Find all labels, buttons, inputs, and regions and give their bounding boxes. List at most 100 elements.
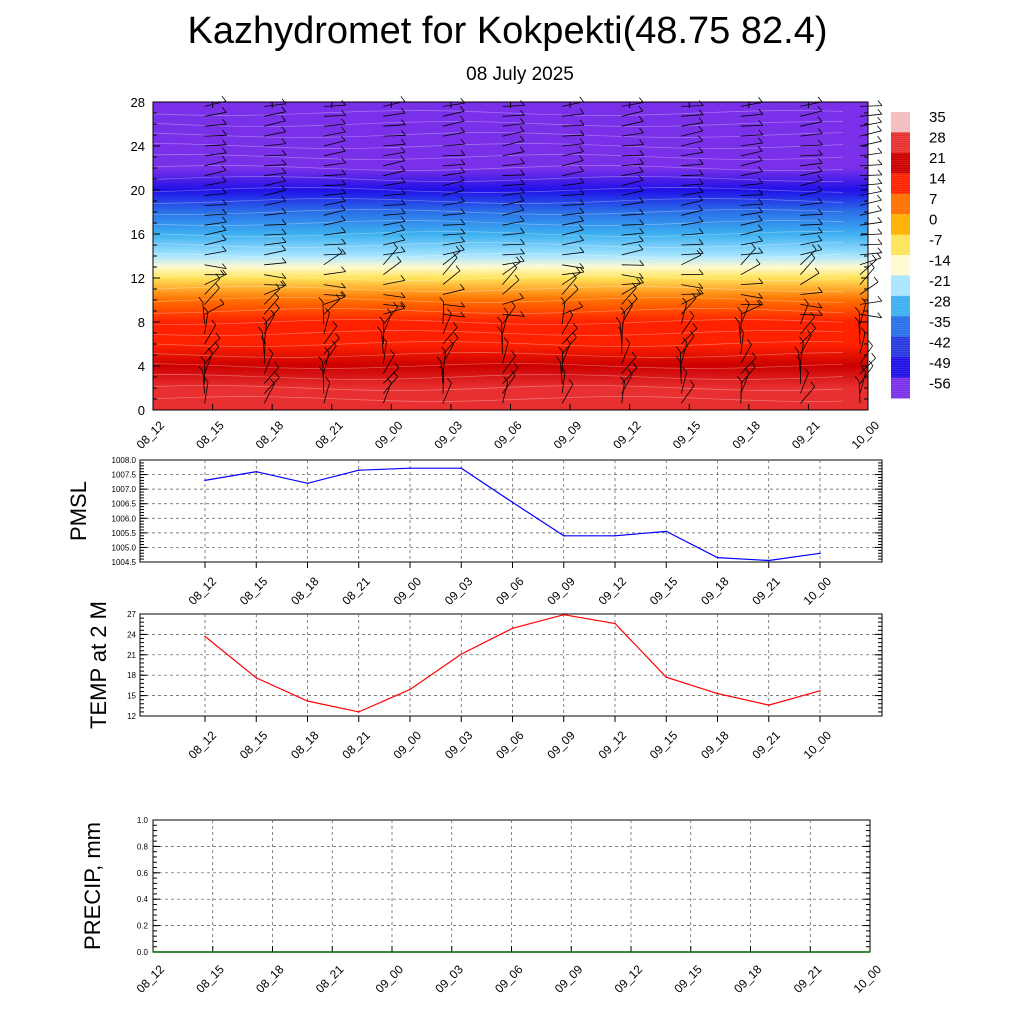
wind-barb [442,154,465,157]
wind-barb-flag [460,301,466,308]
wind-barb-flag [817,96,823,103]
wind-barb-flag [221,165,227,171]
wind-barb-flag [579,263,585,269]
wind-barb [261,331,265,354]
wind-barb-flag [639,227,644,234]
colorbar-label: -42 [929,335,951,352]
wind-barb [323,184,346,186]
wind-barb [383,124,406,127]
wind-barb [800,133,823,137]
x-tick-label: 09_06 [493,574,527,608]
x-tick-label: 09_09 [552,962,586,996]
data-point [255,470,258,473]
wind-barb-flag [751,352,757,359]
wind-barb [383,280,405,285]
data-point [204,479,206,482]
wind-barb [681,252,704,256]
wind-barb-flag [341,248,347,255]
x-tick-label: 09_06 [493,728,527,762]
x-tick-label: 08_21 [339,574,373,608]
wind-barb-flag [739,326,744,333]
wind-barb [800,170,823,177]
x-tick-label: 09_12 [610,418,644,452]
wind-barb-flag [503,337,509,343]
x-tick-label: 08_18 [253,418,287,452]
wind-barb-flag [877,205,882,211]
wind-barb-flag [818,149,823,156]
wind-barb [800,334,812,355]
wind-barb [502,367,519,384]
wind-barb [740,304,762,315]
wind-barb-flag [510,301,516,307]
wind-barb [621,110,644,117]
data-point [511,627,514,630]
wind-barb [264,180,286,186]
x-tick-label: 09_00 [391,728,425,762]
wind-barb [263,366,280,384]
wind-barb-flag [877,159,883,165]
wind-barb [442,382,452,404]
wind-barb [442,249,465,256]
wind-barb [382,307,398,325]
wind-barb [202,371,205,394]
y-tick-label: 28 [131,95,145,110]
y-tick-label: 24 [127,630,136,639]
wind-barb [740,294,763,299]
wind-barb [559,361,563,384]
wind-barb [442,302,445,325]
wind-barb-flag [869,262,875,269]
wind-barb [323,123,346,127]
wind-barb [204,170,226,177]
wind-barb-flag [696,289,702,295]
wind-barb [502,267,518,285]
wind-barb [204,123,227,127]
wind-barb [502,131,525,137]
wind-barb [621,381,625,404]
wind-barb [680,342,688,364]
x-tick-label: 08_12 [186,574,220,608]
wind-barb-flag [400,165,406,171]
wind-barb [502,184,525,186]
wind-barb [800,272,820,285]
wind-barb [562,160,584,167]
wind-barb [204,229,227,236]
wind-barb [800,240,822,246]
wind-barb [681,174,704,177]
wind-barb [264,164,287,167]
wind-barb-flag [737,376,742,382]
wind-barb-flag [576,267,581,273]
contour-line [152,110,844,116]
wind-barb-flag [560,297,566,303]
wind-barb-flag [340,126,346,133]
y-tick-label: 20 [131,183,145,198]
wind-barb [322,361,325,384]
wind-barb [681,191,704,196]
x-tick-label: 09_09 [544,728,578,762]
colorbar-swatch [891,152,910,174]
wind-barb-flag [579,96,584,103]
wind-barb-flag [453,332,459,339]
wind-barb-flag [340,215,346,221]
wind-barb-flag [877,312,883,318]
wind-barb [800,121,823,127]
wind-barb [204,111,227,117]
wind-barb [681,122,704,127]
wind-barb [442,224,465,226]
wind-barb [323,162,346,167]
wind-barb [502,375,516,394]
wind-barb-flag [579,235,584,241]
wind-barb-flag [758,189,764,195]
wind-barb-flag [455,245,461,252]
wind-barb [323,284,346,289]
wind-barb-flag [393,242,398,249]
wind-barb-flag [400,155,406,161]
wind-barb [740,282,763,285]
wind-barb [442,172,465,177]
wind-barb [383,181,406,186]
wind-barb [323,312,330,335]
colorbar-swatch [891,214,910,235]
wind-barb [382,247,398,266]
wind-barb-flag [698,135,703,142]
wind-barb [621,224,644,226]
wind-barb [561,336,577,355]
